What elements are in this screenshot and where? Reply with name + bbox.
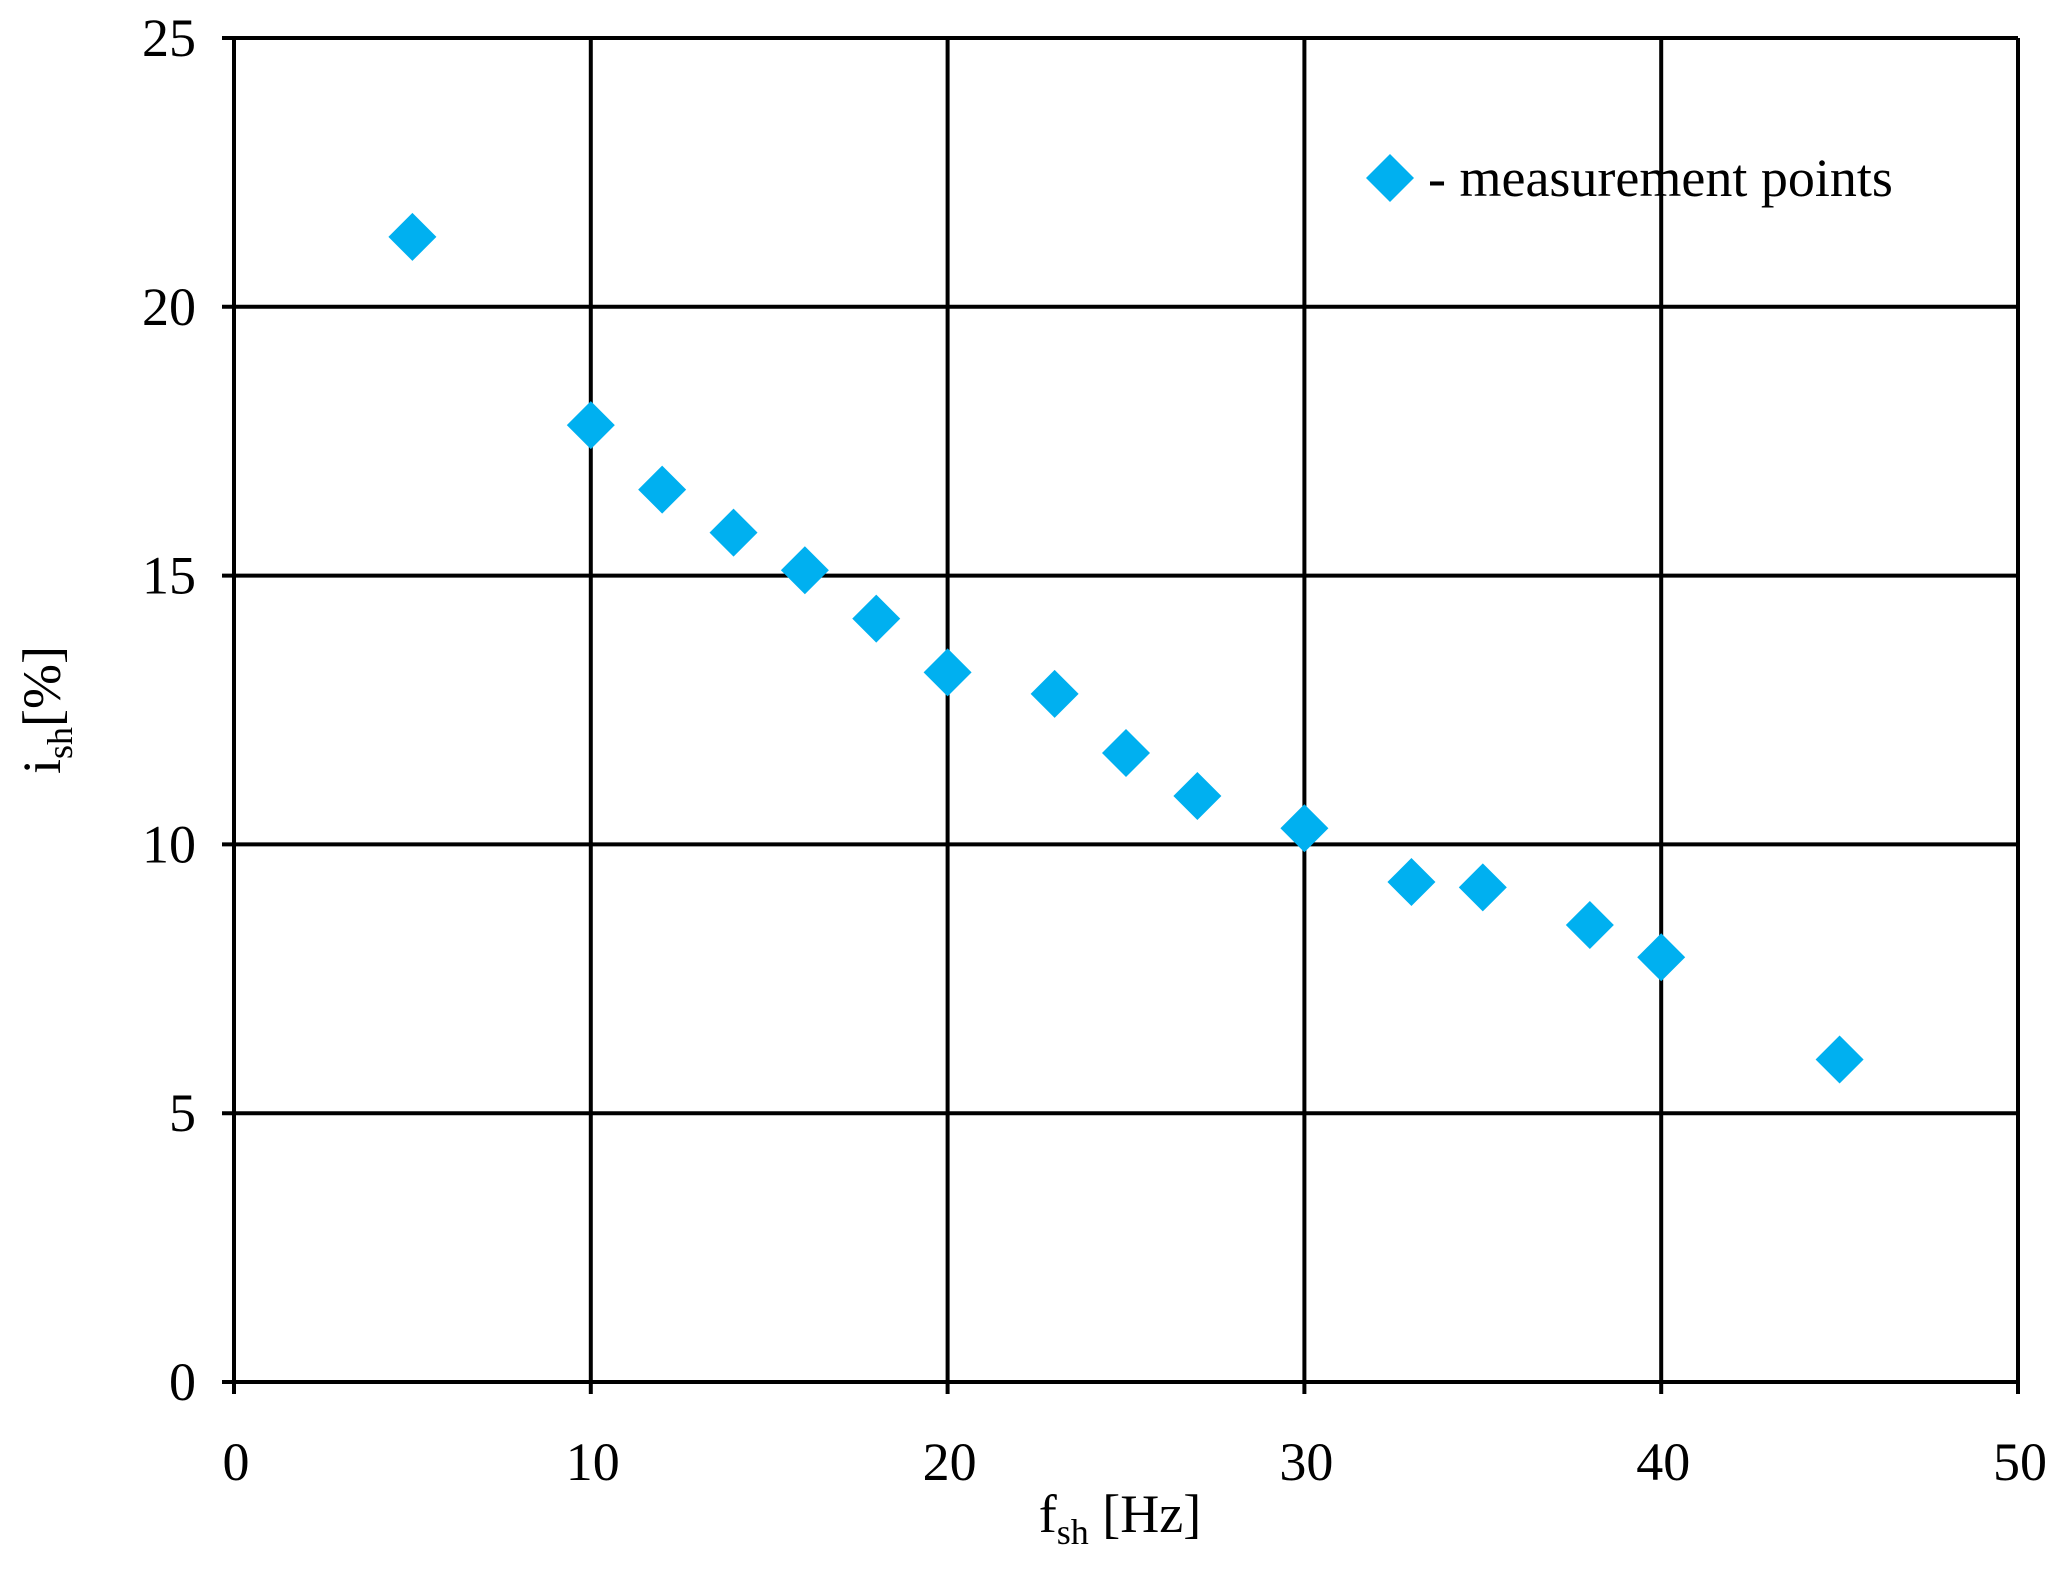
- y-axis-label-sub: sh: [40, 727, 80, 759]
- x-axis-ticks: 0 10 20 30 40 50: [223, 1432, 2048, 1492]
- legend: - measurement points: [1366, 148, 1893, 208]
- data-point: [1102, 729, 1150, 778]
- x-tick-label: 40: [1636, 1432, 1690, 1492]
- y-tick-label: 10: [142, 814, 196, 874]
- x-tick-label: 50: [1993, 1432, 2047, 1492]
- data-point: [780, 546, 829, 595]
- x-axis-label: fsh [Hz]: [1039, 1484, 1201, 1552]
- data-point: [388, 212, 437, 261]
- x-tick-label: 30: [1279, 1432, 1333, 1492]
- data-point: [566, 401, 615, 450]
- data-point: [1637, 933, 1686, 982]
- y-tick-label: 15: [142, 546, 196, 606]
- data-points: [388, 212, 1864, 1084]
- y-tick-label: 0: [169, 1352, 196, 1412]
- legend-marker-diamond: [1366, 154, 1414, 202]
- y-axis-ticks: 0 5 10 15 20 25: [142, 8, 196, 1412]
- data-point: [1280, 804, 1329, 853]
- x-tick-label: 20: [923, 1432, 977, 1492]
- y-tick-label: 5: [169, 1083, 196, 1143]
- x-axis-label-suffix: [Hz]: [1089, 1484, 1201, 1544]
- data-point: [638, 465, 687, 514]
- data-point: [1458, 863, 1507, 912]
- grid: [222, 36, 2020, 1394]
- y-axis-label: ish[%]: [12, 646, 80, 774]
- data-point: [1815, 1035, 1864, 1084]
- y-axis-label-main: i: [12, 759, 72, 774]
- data-point: [1565, 901, 1614, 950]
- x-tick-label: 10: [566, 1432, 620, 1492]
- x-axis-label-sub: sh: [1057, 1512, 1089, 1552]
- data-point: [1173, 772, 1222, 821]
- x-tick-label: 0: [223, 1432, 250, 1492]
- data-point: [1387, 858, 1436, 907]
- y-axis-label-suffix: [%]: [12, 646, 72, 727]
- legend-label: - measurement points: [1428, 148, 1893, 208]
- y-tick-label: 25: [142, 8, 196, 68]
- data-point: [852, 594, 901, 643]
- data-point: [1030, 669, 1079, 718]
- data-point: [923, 648, 972, 697]
- y-tick-label: 20: [142, 277, 196, 337]
- x-axis-label-main: f: [1039, 1484, 1057, 1544]
- data-point: [709, 508, 758, 557]
